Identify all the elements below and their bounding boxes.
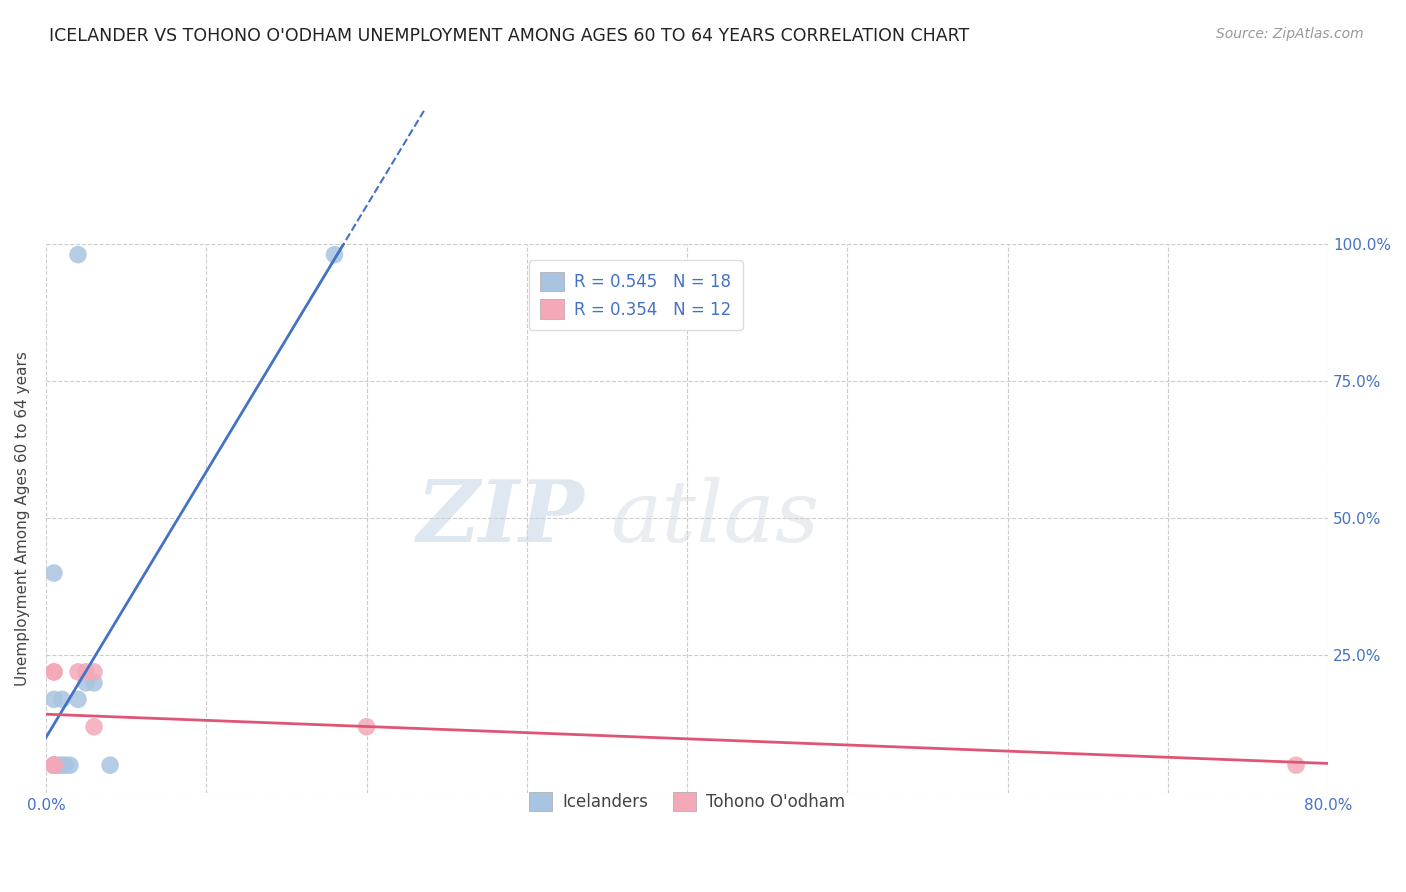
- Point: [42, 758, 65, 772]
- Point: [42, 665, 65, 679]
- Point: [42, 758, 65, 772]
- Point: [83, 676, 105, 690]
- Point: [48, 758, 70, 772]
- Point: [98, 758, 121, 772]
- Point: [1285, 758, 1308, 772]
- Point: [75, 676, 97, 690]
- Point: [42, 665, 65, 679]
- Point: [356, 720, 378, 734]
- Point: [42, 758, 65, 772]
- Point: [51, 758, 73, 772]
- Point: [83, 720, 105, 734]
- Legend: Icelanders, Tohono O'odham: Icelanders, Tohono O'odham: [517, 780, 858, 822]
- Point: [66, 665, 89, 679]
- Point: [42, 758, 65, 772]
- Point: [51, 692, 73, 706]
- Point: [42, 758, 65, 772]
- Point: [66, 247, 89, 261]
- Text: Source: ZipAtlas.com: Source: ZipAtlas.com: [1216, 27, 1364, 41]
- Point: [83, 665, 105, 679]
- Y-axis label: Unemployment Among Ages 60 to 64 years: Unemployment Among Ages 60 to 64 years: [15, 351, 30, 686]
- Point: [66, 692, 89, 706]
- Point: [42, 758, 65, 772]
- Point: [42, 758, 65, 772]
- Text: ICELANDER VS TOHONO O'ODHAM UNEMPLOYMENT AMONG AGES 60 TO 64 YEARS CORRELATION C: ICELANDER VS TOHONO O'ODHAM UNEMPLOYMENT…: [49, 27, 970, 45]
- Point: [42, 692, 65, 706]
- Text: ZIP: ZIP: [416, 476, 585, 560]
- Point: [75, 665, 97, 679]
- Point: [42, 758, 65, 772]
- Point: [42, 566, 65, 580]
- Point: [42, 758, 65, 772]
- Point: [59, 758, 82, 772]
- Point: [53, 758, 76, 772]
- Text: atlas: atlas: [610, 477, 820, 559]
- Point: [323, 247, 346, 261]
